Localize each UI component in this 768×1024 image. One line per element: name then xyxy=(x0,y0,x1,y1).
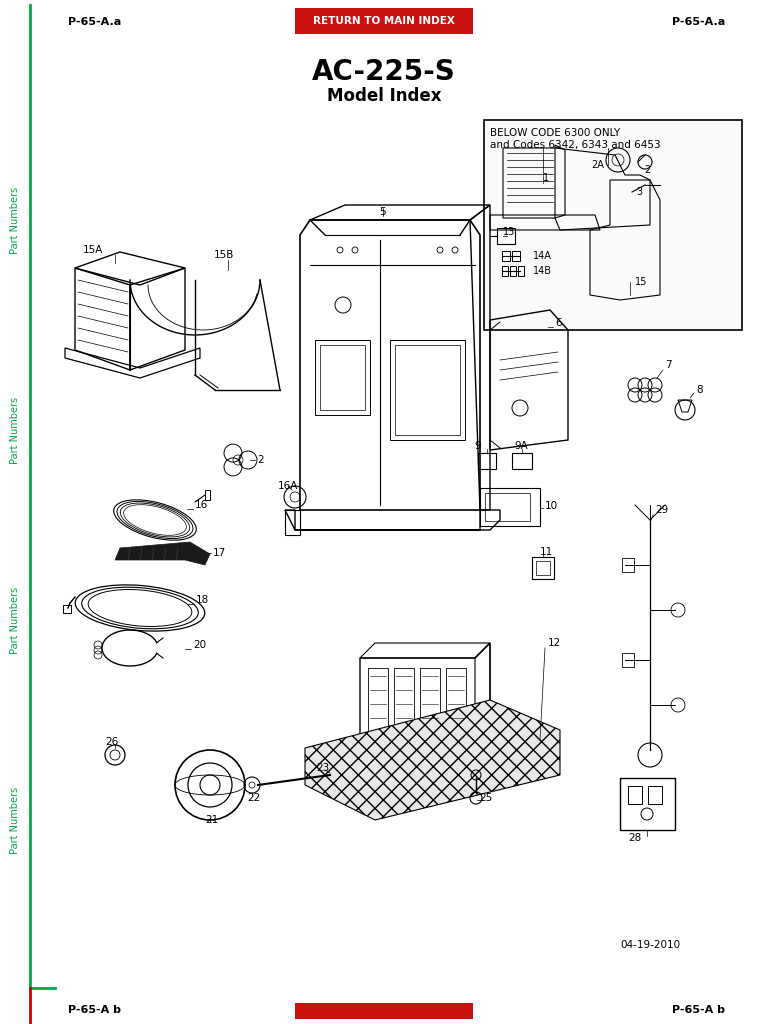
Polygon shape xyxy=(325,775,380,785)
Text: P-65-A b: P-65-A b xyxy=(672,1005,725,1015)
Text: Part Numbers: Part Numbers xyxy=(10,587,20,653)
Text: Part Numbers: Part Numbers xyxy=(10,186,20,254)
Text: 15: 15 xyxy=(635,278,647,287)
Polygon shape xyxy=(115,542,210,565)
Bar xyxy=(315,340,370,415)
Text: 2: 2 xyxy=(257,455,263,465)
Text: 9: 9 xyxy=(474,441,481,451)
Text: and Codes 6342, 6343 and 6453: and Codes 6342, 6343 and 6453 xyxy=(490,140,660,150)
Text: 26: 26 xyxy=(105,737,118,746)
Text: 6: 6 xyxy=(555,318,561,328)
Text: 15A: 15A xyxy=(83,245,104,255)
Bar xyxy=(320,345,365,410)
Bar xyxy=(628,786,642,804)
Text: 10: 10 xyxy=(545,501,558,511)
Bar xyxy=(295,1002,473,1019)
Text: AC-225-S: AC-225-S xyxy=(312,58,456,86)
Bar xyxy=(480,488,540,526)
Text: BELOW CODE 6300 ONLY: BELOW CODE 6300 ONLY xyxy=(490,128,621,138)
Text: 5: 5 xyxy=(379,207,386,217)
Text: 16A: 16A xyxy=(278,481,299,490)
Bar xyxy=(295,8,473,34)
Text: P-65-A b: P-65-A b xyxy=(68,1005,121,1015)
Text: 22: 22 xyxy=(247,793,260,803)
Bar xyxy=(478,453,496,469)
Bar xyxy=(502,251,510,261)
Text: 7: 7 xyxy=(665,360,672,370)
Text: 8: 8 xyxy=(696,385,703,395)
Text: 1: 1 xyxy=(543,173,549,183)
Text: 3: 3 xyxy=(636,187,642,197)
Bar xyxy=(63,605,71,613)
Bar xyxy=(622,558,634,572)
Text: 14B: 14B xyxy=(533,266,552,276)
Text: P-65-A.a: P-65-A.a xyxy=(672,17,725,27)
Text: P-65-A.a: P-65-A.a xyxy=(68,17,121,27)
Text: 2: 2 xyxy=(644,165,650,175)
Text: Part Numbers: Part Numbers xyxy=(10,396,20,464)
Text: 23: 23 xyxy=(316,763,329,773)
Bar xyxy=(485,493,530,521)
Bar xyxy=(622,653,634,667)
Bar xyxy=(497,228,515,244)
Bar xyxy=(648,786,662,804)
Bar xyxy=(390,340,465,440)
Bar xyxy=(512,251,520,261)
Bar xyxy=(205,490,210,500)
Bar xyxy=(512,453,532,469)
Text: 16: 16 xyxy=(195,500,208,510)
Bar xyxy=(395,345,460,435)
Text: Part Numbers: Part Numbers xyxy=(10,786,20,854)
Text: 12: 12 xyxy=(548,638,561,648)
Bar xyxy=(484,120,742,330)
Bar xyxy=(532,557,554,579)
Text: 20: 20 xyxy=(193,640,206,650)
Bar xyxy=(620,778,675,830)
Text: 11: 11 xyxy=(540,547,553,557)
Text: RETURN TO MAIN INDEX: RETURN TO MAIN INDEX xyxy=(313,16,455,26)
Text: 13: 13 xyxy=(503,227,515,237)
Text: 14A: 14A xyxy=(533,251,552,261)
Text: 2A: 2A xyxy=(591,160,604,170)
Text: 18: 18 xyxy=(196,595,209,605)
Text: 25: 25 xyxy=(479,793,492,803)
Text: 04-19-2010: 04-19-2010 xyxy=(620,940,680,950)
Text: 29: 29 xyxy=(655,505,668,515)
Text: 21: 21 xyxy=(205,815,218,825)
Text: 28: 28 xyxy=(628,833,641,843)
Bar xyxy=(502,266,508,276)
Text: 17: 17 xyxy=(213,548,227,558)
Bar xyxy=(536,561,550,575)
Bar xyxy=(518,266,524,276)
Text: 9A: 9A xyxy=(514,441,528,451)
Polygon shape xyxy=(305,700,560,820)
Text: Model Index: Model Index xyxy=(326,87,442,105)
Text: 15B: 15B xyxy=(214,250,234,260)
Bar xyxy=(510,266,516,276)
